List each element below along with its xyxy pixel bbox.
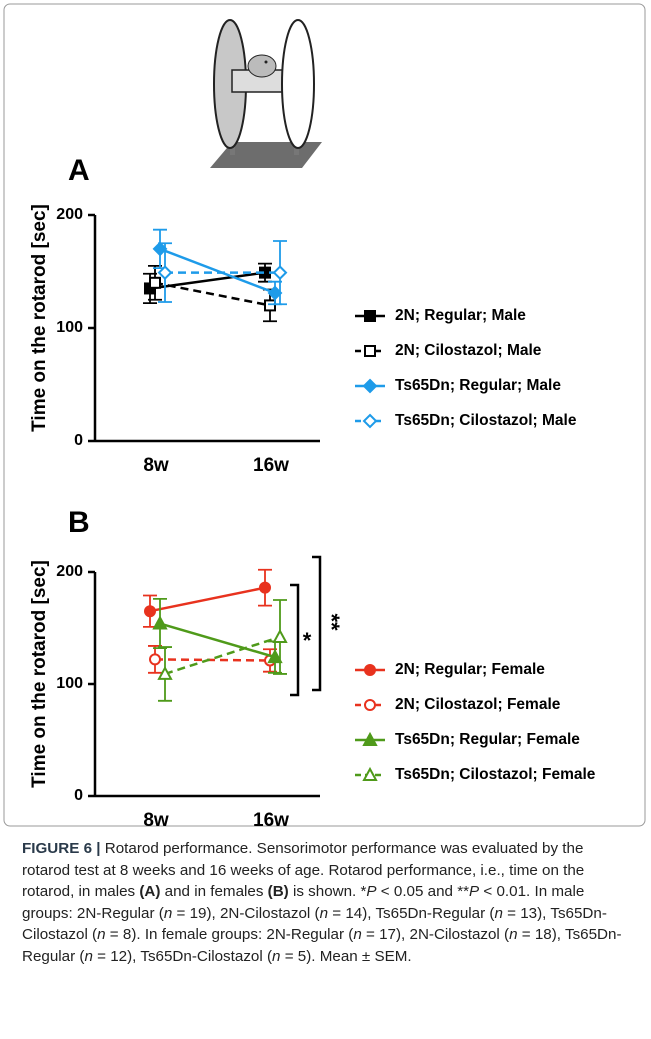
caption-part: n bbox=[84, 947, 93, 965]
caption-part: < 0.01. In male groups: 2N-Regular ( bbox=[22, 883, 585, 922]
data-point bbox=[152, 241, 168, 257]
y-tick-label: 100 bbox=[56, 675, 83, 692]
caption-part: = 19), 2N-Cilostazol ( bbox=[172, 904, 320, 922]
significance-label: * bbox=[303, 628, 312, 653]
caption-part: = 18), Ts65Dn-Regular ( bbox=[22, 926, 622, 965]
legend-marker bbox=[362, 413, 378, 429]
data-point bbox=[272, 628, 288, 643]
legend-marker bbox=[364, 310, 376, 322]
y-tick-label: 0 bbox=[74, 432, 83, 449]
caption: FIGURE 6 | Rotarod performance. Sensorim… bbox=[22, 838, 634, 967]
series-line bbox=[154, 658, 271, 662]
caption-part: and in females bbox=[160, 883, 268, 900]
caption-part: n bbox=[353, 926, 362, 943]
legend-label: 2N; Cilostazol; Female bbox=[395, 696, 561, 713]
caption-part: = 17), 2N-Cilostazol ( bbox=[361, 926, 510, 943]
significance-label: ** bbox=[319, 613, 344, 631]
figure: A Time on the rotarod [sec] 0 100 200 8w 16w 2N… bbox=[3, 3, 646, 831]
x-tick-label: 8w bbox=[143, 455, 169, 476]
x-tick-label: 8w bbox=[143, 810, 169, 831]
caption-part: is shown. * bbox=[288, 883, 367, 900]
caption-part: (A) bbox=[139, 883, 161, 900]
legend-marker bbox=[364, 345, 376, 357]
data-point bbox=[149, 653, 161, 666]
data-point bbox=[259, 581, 271, 594]
caption-part: < 0.05 and ** bbox=[376, 883, 470, 900]
legend-marker bbox=[362, 731, 378, 746]
series-line bbox=[154, 281, 271, 307]
series-line bbox=[159, 247, 276, 295]
caption-part: n bbox=[272, 947, 281, 965]
caption-part: = 12), Ts65Dn-Cilostazol ( bbox=[92, 947, 273, 965]
legend-marker bbox=[364, 664, 376, 676]
data-point bbox=[157, 265, 173, 281]
x-tick-label: 16w bbox=[253, 810, 289, 831]
legend-label: Ts65Dn; Cilostazol; Female bbox=[395, 766, 596, 783]
caption-part: = 13), Ts65Dn-Cilostazol ( bbox=[22, 904, 607, 944]
caption-part: FIGURE 6 | bbox=[22, 840, 105, 857]
legend-label: 2N; Regular; Female bbox=[395, 661, 545, 678]
data-point bbox=[149, 276, 161, 289]
x-tick-label: 16w bbox=[253, 455, 289, 476]
data-point bbox=[264, 299, 276, 312]
legend-marker bbox=[364, 699, 376, 711]
caption-part: n bbox=[163, 904, 173, 922]
data-point bbox=[272, 265, 288, 281]
legend-label: 2N; Cilostazol; Male bbox=[395, 342, 542, 359]
y-tick-label: 0 bbox=[74, 787, 83, 804]
significance-bracket bbox=[312, 555, 322, 692]
y-axis-label: Time on the rotarod [sec] bbox=[29, 560, 50, 788]
data-point bbox=[152, 615, 168, 630]
data-point bbox=[144, 605, 156, 618]
legend-label: Ts65Dn; Cilostazol; Male bbox=[395, 412, 577, 429]
legend-label: Ts65Dn; Regular; Male bbox=[395, 377, 561, 394]
y-tick-label: 100 bbox=[56, 319, 83, 336]
caption-part: = 8). In female groups: 2N-Regular ( bbox=[105, 926, 354, 943]
caption-part: P bbox=[366, 883, 377, 900]
caption-part: n bbox=[509, 926, 518, 943]
y-tick-label: 200 bbox=[56, 206, 83, 223]
caption-part: n bbox=[97, 926, 106, 943]
y-tick-label: 200 bbox=[56, 563, 83, 580]
series-line bbox=[149, 586, 266, 613]
legend-marker bbox=[362, 378, 378, 394]
series-line bbox=[159, 622, 276, 659]
caption-part: = 5). Mean ± SEM. bbox=[280, 947, 412, 965]
figure-frame bbox=[3, 3, 646, 827]
panel-letter: A bbox=[68, 154, 90, 187]
legend-marker bbox=[362, 766, 378, 781]
legend-label: Ts65Dn; Regular; Female bbox=[395, 731, 580, 748]
caption-part: = 14), Ts65Dn-Regular ( bbox=[328, 904, 495, 922]
significance-bracket bbox=[290, 583, 300, 697]
y-axis-label: Time on the rotarod [sec] bbox=[29, 204, 50, 432]
caption-part: n bbox=[494, 904, 503, 922]
panel-letter: B bbox=[68, 506, 90, 539]
caption-part: n bbox=[319, 904, 329, 922]
caption-part: P bbox=[469, 883, 480, 900]
caption-part: Rotarod performance. Sensorimotor perfor… bbox=[22, 840, 585, 900]
series-line bbox=[164, 635, 281, 676]
rotarod-illustration bbox=[210, 19, 322, 168]
caption-part: (B) bbox=[267, 883, 289, 900]
data-point bbox=[157, 665, 173, 680]
legend-label: 2N; Regular; Male bbox=[395, 307, 526, 324]
data-point bbox=[267, 649, 283, 664]
data-point bbox=[267, 285, 283, 301]
